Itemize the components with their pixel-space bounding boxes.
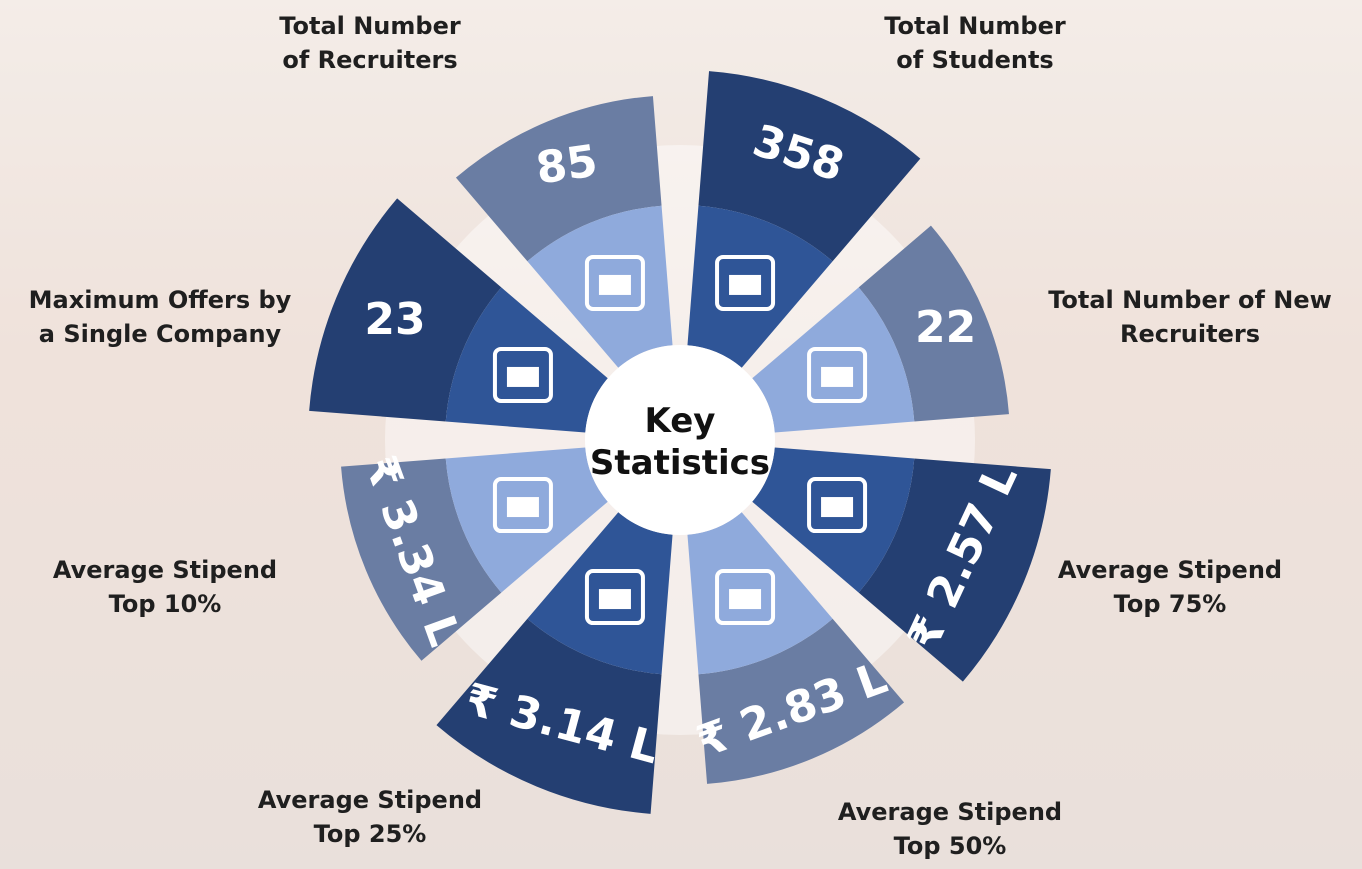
icon-detail: [729, 275, 761, 295]
icon-detail: [599, 275, 631, 295]
icon-detail: [821, 497, 853, 517]
stat-label: Top 75%: [1114, 590, 1227, 618]
stat-label: of Recruiters: [282, 46, 457, 74]
infographic: 8535822₹ 2.57 L₹ 2.83 L₹ 3.14 L₹ 3.34 L2…: [0, 0, 1362, 869]
icon-detail: [507, 367, 539, 387]
stat-label: Average Stipend: [258, 786, 482, 814]
stat-label: Total Number of New: [1048, 286, 1332, 314]
icon-detail: [729, 589, 761, 609]
stat-label: of Students: [896, 46, 1053, 74]
stat-label: Top 25%: [314, 820, 427, 848]
page: 8535822₹ 2.57 L₹ 2.83 L₹ 3.14 L₹ 3.34 L2…: [0, 0, 1362, 869]
stat-label: Recruiters: [1120, 320, 1260, 348]
stat-label: Total Number: [279, 12, 461, 40]
stat-label: Total Number: [884, 12, 1066, 40]
stat-label: Top 50%: [894, 832, 1007, 860]
stat-value: 22: [915, 302, 976, 353]
title-line: Key: [645, 401, 716, 441]
stat-label: Top 10%: [109, 590, 222, 618]
icon-detail: [821, 367, 853, 387]
stat-value: 23: [364, 294, 425, 345]
stat-label: Average Stipend: [1058, 556, 1282, 584]
stat-label: Maximum Offers by: [29, 286, 292, 314]
stat-label: a Single Company: [39, 320, 282, 348]
icon-detail: [599, 589, 631, 609]
stat-label: Average Stipend: [838, 798, 1062, 826]
stat-label: Average Stipend: [53, 556, 277, 584]
title-line: Statistics: [590, 443, 770, 483]
stat-value: 85: [533, 135, 601, 194]
icon-detail: [507, 497, 539, 517]
